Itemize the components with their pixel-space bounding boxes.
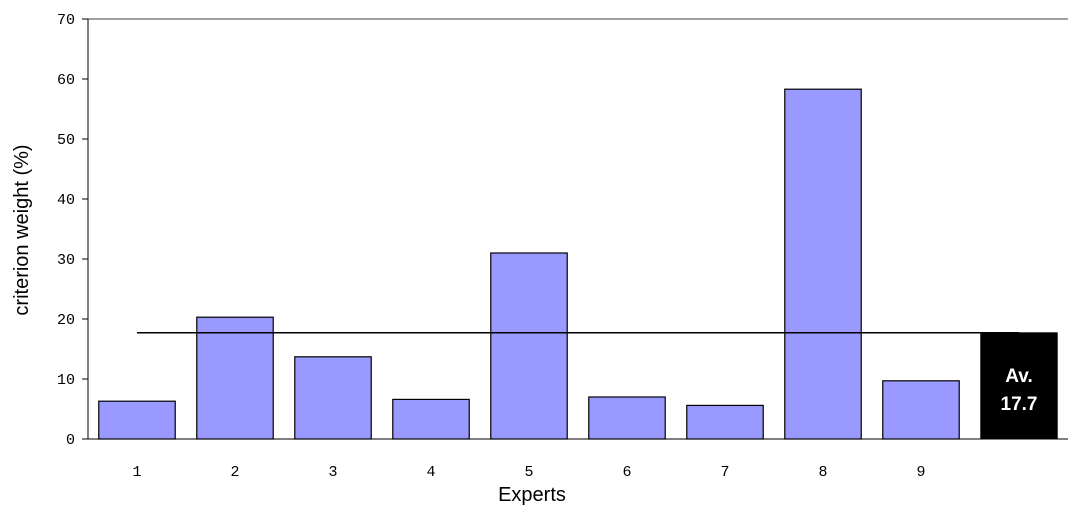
- x-tick-label: 9: [916, 464, 925, 481]
- y-tick-label: 10: [57, 372, 75, 389]
- bar-expert-8: [784, 88, 862, 440]
- bar-expert-9: [882, 380, 960, 440]
- y-tick-label: 70: [57, 12, 75, 29]
- y-axis-title: criterion weight (%): [11, 144, 33, 315]
- bar-expert-2: [196, 316, 274, 440]
- x-tick-label: 6: [622, 464, 631, 481]
- x-axis-ticks: 1 2 3 4 5 6 7 8 9: [132, 464, 925, 481]
- x-axis-title: Experts: [498, 484, 566, 506]
- y-tick-label: 20: [57, 312, 75, 329]
- y-tick-label: 40: [57, 192, 75, 209]
- bar-expert-7: [686, 404, 764, 440]
- bar-expert-5: [490, 252, 568, 440]
- bars: [98, 88, 960, 440]
- x-tick-label: 4: [426, 464, 435, 481]
- bar-expert-1: [98, 400, 176, 440]
- x-tick-label: 1: [132, 464, 141, 481]
- y-axis-ticks: 0 10 20 30 40 50 60 70: [57, 12, 88, 449]
- y-tick-label: 50: [57, 132, 75, 149]
- bar-expert-6: [588, 396, 666, 440]
- x-tick-label: 2: [230, 464, 239, 481]
- bar-expert-3: [294, 356, 372, 440]
- bar-expert-4: [392, 398, 470, 440]
- average-group: Av. 17.7: [137, 332, 1058, 440]
- x-tick-label: 3: [328, 464, 337, 481]
- y-tick-label: 0: [66, 432, 75, 449]
- y-tick-label: 30: [57, 252, 75, 269]
- x-tick-label: 8: [818, 464, 827, 481]
- x-tick-label: 5: [524, 464, 533, 481]
- x-tick-label: 7: [720, 464, 729, 481]
- y-tick-label: 60: [57, 72, 75, 89]
- average-label-line2: 17.7: [1001, 394, 1038, 415]
- average-bar: [980, 332, 1058, 440]
- average-label-line1: Av.: [1005, 366, 1032, 387]
